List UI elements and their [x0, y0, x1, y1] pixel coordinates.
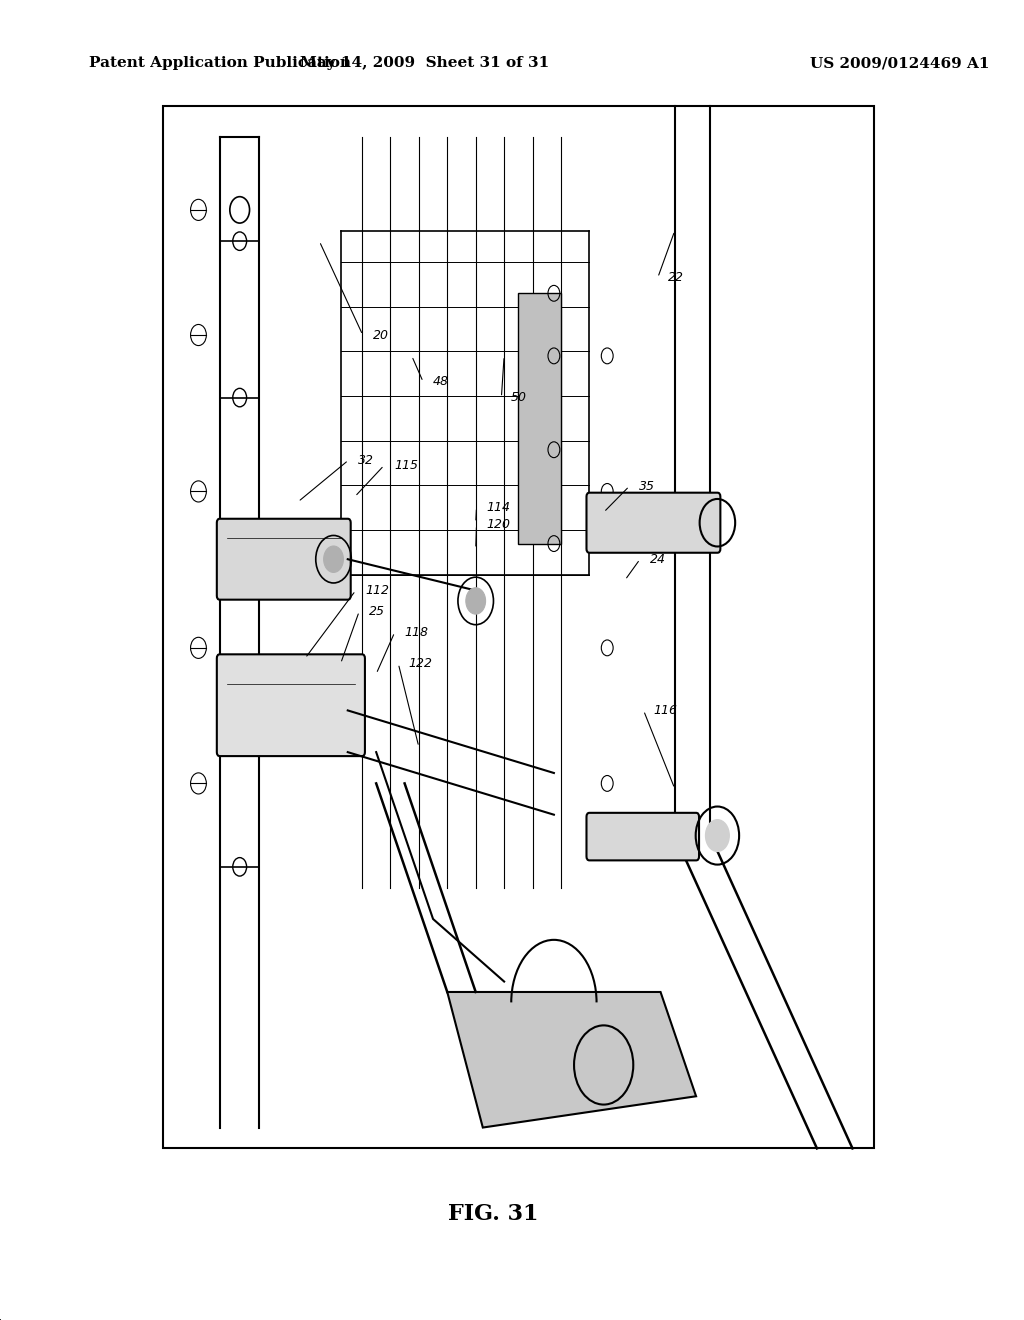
Circle shape — [706, 820, 729, 851]
Text: 22: 22 — [668, 271, 684, 284]
Text: 25: 25 — [369, 605, 385, 618]
Text: 24: 24 — [650, 553, 666, 566]
Text: FIG. 31: FIG. 31 — [449, 1204, 539, 1225]
Text: 116: 116 — [653, 704, 678, 717]
Text: 20: 20 — [373, 329, 389, 342]
Text: 112: 112 — [366, 583, 389, 597]
Text: Patent Application Publication: Patent Application Publication — [89, 57, 351, 70]
Circle shape — [466, 587, 485, 614]
FancyBboxPatch shape — [217, 655, 365, 756]
Text: 50: 50 — [511, 391, 527, 404]
FancyBboxPatch shape — [217, 519, 350, 599]
Text: 120: 120 — [486, 519, 510, 532]
Text: 115: 115 — [394, 459, 418, 471]
Polygon shape — [447, 993, 696, 1127]
Text: 35: 35 — [639, 479, 655, 492]
Bar — [163, 106, 873, 1148]
FancyBboxPatch shape — [587, 492, 720, 553]
Text: US 2009/0124469 A1: US 2009/0124469 A1 — [810, 57, 989, 70]
Text: May 14, 2009  Sheet 31 of 31: May 14, 2009 Sheet 31 of 31 — [300, 57, 549, 70]
FancyBboxPatch shape — [587, 813, 699, 861]
Text: 32: 32 — [358, 454, 375, 467]
Bar — [518, 293, 561, 544]
Text: 118: 118 — [404, 626, 429, 639]
Circle shape — [324, 546, 343, 573]
Text: 114: 114 — [486, 500, 510, 513]
Text: 122: 122 — [409, 657, 432, 671]
Text: 48: 48 — [433, 375, 450, 388]
